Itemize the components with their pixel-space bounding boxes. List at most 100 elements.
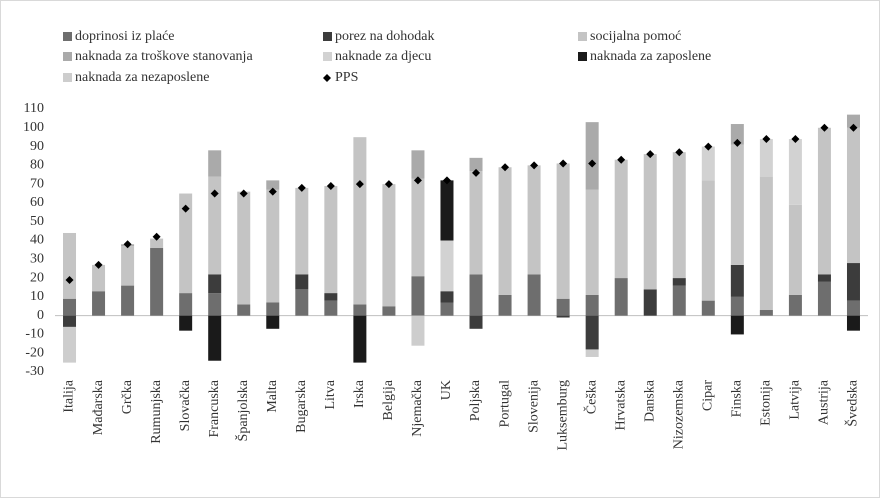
pps-marker xyxy=(820,123,829,132)
pps-marker xyxy=(297,183,306,192)
y-tick-label: -20 xyxy=(25,345,44,360)
bar-segment xyxy=(498,167,512,295)
pps-marker xyxy=(94,260,103,269)
legend-swatch xyxy=(323,52,332,61)
bar-segment xyxy=(643,154,657,290)
y-tick-label: -10 xyxy=(25,327,44,342)
bar-segment xyxy=(179,193,193,294)
bar-segment xyxy=(63,298,77,316)
bar-segment xyxy=(730,124,744,145)
x-tick-label: Finska xyxy=(730,379,745,417)
bar-segment xyxy=(730,144,744,265)
bar-segment xyxy=(440,291,454,303)
legend-label: naknada za troškove stanovanja xyxy=(75,49,253,64)
bar-segment xyxy=(411,150,425,179)
x-tick-label: Nizozemska xyxy=(671,379,686,449)
x-tick-label: Švedska xyxy=(844,379,861,426)
bar-segment xyxy=(672,285,686,316)
bar-segment xyxy=(759,139,773,177)
bar-segment xyxy=(295,274,309,290)
bar-segment xyxy=(63,232,77,299)
bar-segment xyxy=(672,152,686,279)
bar-segment xyxy=(411,315,425,346)
x-tick-label: Češka xyxy=(582,379,599,414)
bar-segment xyxy=(266,315,280,329)
pps-marker xyxy=(733,138,742,147)
bar-segment xyxy=(150,238,164,249)
bar-segment xyxy=(585,189,599,295)
bar-segment xyxy=(701,300,715,316)
pps-marker xyxy=(268,187,277,196)
bar-segment xyxy=(353,137,367,305)
x-tick-label: Latvija xyxy=(788,379,803,419)
bar-segment xyxy=(266,180,280,190)
x-tick-label: Malta xyxy=(265,379,280,412)
pps-marker xyxy=(413,176,422,185)
bar-segment xyxy=(846,114,860,128)
x-tick-label: Estonija xyxy=(759,379,774,426)
bar-segment xyxy=(295,187,309,275)
legend-label: doprinosi iz plaće xyxy=(75,29,175,44)
y-tick-label: 60 xyxy=(30,195,44,210)
bar-segment xyxy=(382,306,396,316)
pps-marker xyxy=(355,180,364,189)
legend-label: socijalna pomoć xyxy=(590,29,681,44)
bar-segment xyxy=(759,176,773,311)
bar-segment xyxy=(353,304,367,316)
x-tick-label: Danska xyxy=(642,379,657,422)
pps-marker xyxy=(384,180,393,189)
x-tick-label: Belgija xyxy=(381,379,396,420)
pps-marker xyxy=(675,148,684,157)
bar-segment xyxy=(266,189,280,303)
pps-marker xyxy=(326,182,335,191)
x-tick-label: Poljska xyxy=(468,379,483,421)
bar-segment xyxy=(92,291,106,316)
x-tick-label: Francuska xyxy=(207,379,222,437)
pps-marker xyxy=(472,168,481,177)
y-tick-label: -30 xyxy=(25,364,44,379)
x-tick-label: Portugal xyxy=(497,380,512,428)
pps-marker xyxy=(646,150,655,159)
legend-swatch xyxy=(323,32,332,41)
bar-segment xyxy=(208,176,222,275)
legend-label: naknada za nezaposlene xyxy=(75,70,209,85)
bar-segment xyxy=(179,293,193,316)
bar-segment xyxy=(759,310,773,316)
x-tick-label: Italija xyxy=(62,379,77,412)
bar-segment xyxy=(846,127,860,264)
bar-segment xyxy=(585,315,599,350)
bar-segment xyxy=(469,170,483,275)
bar-segment xyxy=(324,186,338,294)
legend-label: PPS xyxy=(335,70,358,85)
pps-marker xyxy=(210,189,219,198)
pps-marker xyxy=(704,142,713,151)
bar-segment xyxy=(469,274,483,316)
bar-segment xyxy=(730,296,744,316)
bar-segment xyxy=(788,294,802,316)
x-tick-label: Austrija xyxy=(817,379,832,425)
bar-segment xyxy=(150,248,164,316)
legend-swatch xyxy=(63,73,72,82)
y-tick-label: 110 xyxy=(24,101,44,116)
bar-segment xyxy=(817,281,831,316)
pps-marker xyxy=(617,155,626,164)
bar-segment xyxy=(411,276,425,316)
bar-segment xyxy=(498,294,512,316)
legend-marker xyxy=(323,74,331,82)
bar-segment xyxy=(324,300,338,316)
bar-segment xyxy=(440,180,454,241)
bar-segment xyxy=(788,139,802,205)
bar-segment xyxy=(266,302,280,316)
y-tick-label: 90 xyxy=(30,139,44,154)
bar-segment xyxy=(469,157,483,171)
pps-marker xyxy=(181,204,190,213)
legend-swatch xyxy=(63,52,72,61)
pps-marker xyxy=(559,159,568,168)
x-tick-label: Luksemburg xyxy=(555,380,570,451)
bar-segment xyxy=(382,184,396,307)
y-tick-label: 50 xyxy=(30,214,44,229)
x-tick-label: UK xyxy=(439,380,454,400)
y-tick-label: 20 xyxy=(30,270,44,285)
bar-segment xyxy=(585,349,599,357)
